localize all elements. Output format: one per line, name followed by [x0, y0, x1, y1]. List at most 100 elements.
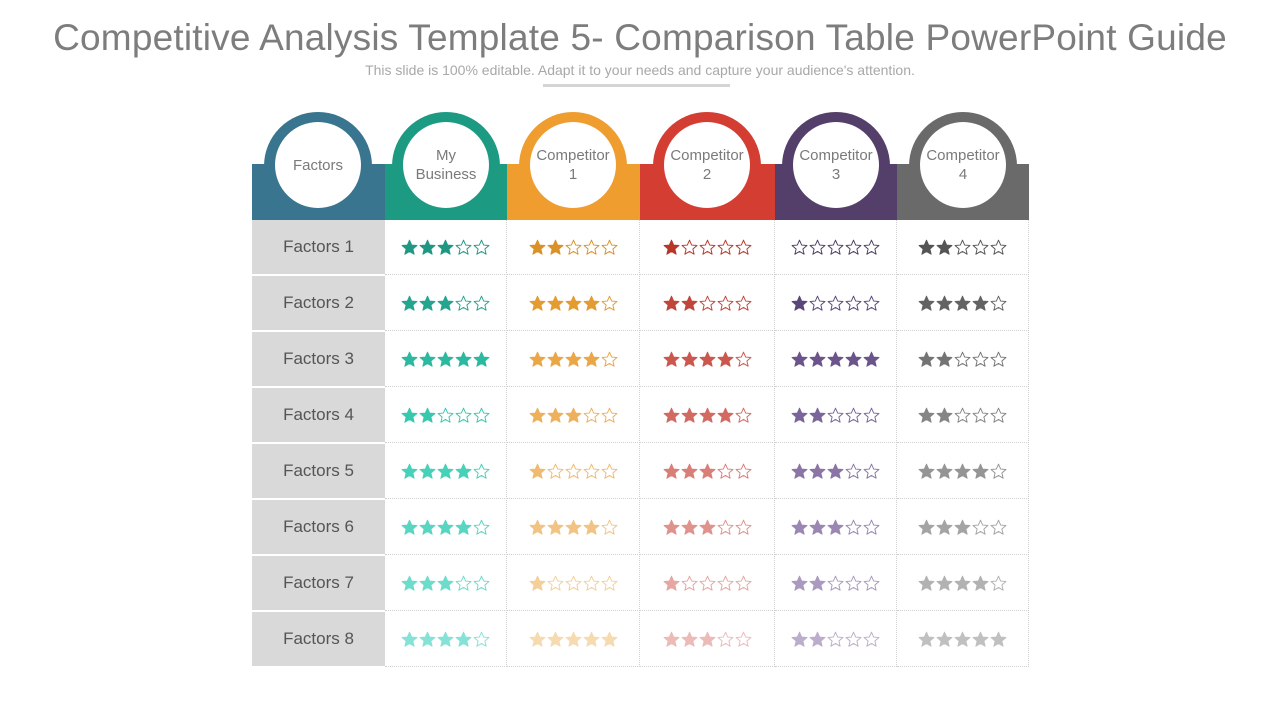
rating-cell [507, 500, 640, 555]
star-outline-icon [863, 519, 880, 535]
star-outline-icon [827, 631, 844, 647]
star-filled-icon [401, 631, 418, 647]
star-outline-icon [699, 239, 715, 255]
star-filled-icon [918, 463, 935, 479]
star-outline-icon [863, 575, 880, 591]
star-filled-icon [455, 631, 472, 647]
rating-cell [775, 444, 897, 499]
star-outline-icon [954, 407, 971, 423]
star-rating [401, 463, 490, 480]
star-rating [401, 575, 490, 592]
rating-cell [507, 332, 640, 387]
rating-cell [385, 556, 507, 611]
star-rating [529, 463, 618, 480]
star-filled-icon [437, 631, 454, 647]
star-rating [791, 631, 880, 648]
rating-cell [507, 220, 640, 275]
star-filled-icon [936, 407, 953, 423]
star-outline-icon [681, 239, 697, 255]
star-filled-icon [918, 575, 935, 591]
star-filled-icon [990, 631, 1007, 647]
star-filled-icon [401, 295, 418, 311]
star-filled-icon [473, 351, 490, 367]
star-outline-icon [954, 239, 971, 255]
row-label: Factors 7 [252, 556, 385, 611]
star-outline-icon [565, 463, 581, 479]
star-outline-icon [809, 239, 826, 255]
slide-subtitle: This slide is 100% editable. Adapt it to… [365, 62, 915, 78]
star-filled-icon [954, 463, 971, 479]
star-outline-icon [473, 295, 490, 311]
star-filled-icon [401, 239, 418, 255]
star-outline-icon [601, 295, 617, 311]
rating-cell [640, 500, 775, 555]
star-rating [401, 239, 490, 256]
star-outline-icon [717, 239, 733, 255]
star-filled-icon [529, 631, 545, 647]
star-filled-icon [791, 295, 808, 311]
star-filled-icon [419, 351, 436, 367]
star-outline-icon [863, 239, 880, 255]
star-outline-icon [565, 239, 581, 255]
star-filled-icon [663, 631, 679, 647]
star-outline-icon [954, 351, 971, 367]
star-outline-icon [827, 295, 844, 311]
star-outline-icon [972, 407, 989, 423]
star-rating [401, 519, 490, 536]
star-filled-icon [547, 239, 563, 255]
star-filled-icon [419, 295, 436, 311]
rating-cell [385, 500, 507, 555]
star-outline-icon [845, 519, 862, 535]
star-filled-icon [936, 631, 953, 647]
rating-cell [897, 276, 1029, 331]
star-rating [529, 519, 618, 536]
star-outline-icon [455, 575, 472, 591]
star-filled-icon [827, 351, 844, 367]
star-filled-icon [419, 575, 436, 591]
header-circle-competitor-1: Competitor 1 [530, 122, 616, 208]
star-filled-icon [663, 519, 679, 535]
star-rating [663, 295, 752, 312]
star-outline-icon [990, 351, 1007, 367]
rating-cell [640, 220, 775, 275]
star-outline-icon [827, 239, 844, 255]
star-rating [663, 575, 752, 592]
star-outline-icon [601, 575, 617, 591]
header-circle-competitor-4: Competitor 4 [920, 122, 1006, 208]
star-filled-icon [936, 575, 953, 591]
star-outline-icon [735, 295, 751, 311]
star-filled-icon [954, 631, 971, 647]
rating-cell [775, 332, 897, 387]
star-rating [918, 519, 1007, 536]
star-filled-icon [401, 351, 418, 367]
rating-cell [385, 332, 507, 387]
star-rating [401, 631, 490, 648]
star-outline-icon [845, 463, 862, 479]
star-filled-icon [419, 519, 436, 535]
star-rating [918, 295, 1007, 312]
star-filled-icon [455, 351, 472, 367]
star-outline-icon [809, 295, 826, 311]
star-rating [918, 351, 1007, 368]
star-filled-icon [529, 575, 545, 591]
star-outline-icon [473, 239, 490, 255]
star-filled-icon [565, 351, 581, 367]
row-label: Factors 5 [252, 444, 385, 499]
star-outline-icon [735, 407, 751, 423]
star-filled-icon [791, 407, 808, 423]
star-outline-icon [455, 295, 472, 311]
star-rating [529, 631, 618, 648]
star-rating [791, 519, 880, 536]
star-outline-icon [717, 463, 733, 479]
star-filled-icon [936, 295, 953, 311]
header-label-my-business: My Business [415, 147, 477, 183]
header-circle-factors: Factors [275, 122, 361, 208]
star-outline-icon [827, 407, 844, 423]
star-filled-icon [809, 631, 826, 647]
star-outline-icon [473, 519, 490, 535]
star-rating [918, 463, 1007, 480]
star-filled-icon [437, 463, 454, 479]
star-filled-icon [699, 519, 715, 535]
star-filled-icon [717, 407, 733, 423]
rating-cell [897, 444, 1029, 499]
